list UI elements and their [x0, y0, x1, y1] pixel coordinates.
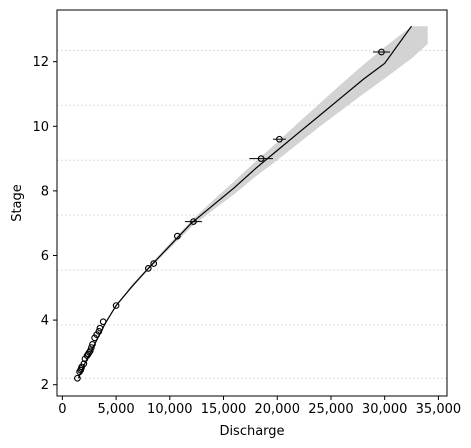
y-tick-label-4: 10 — [32, 120, 49, 135]
observation-point-24 — [276, 135, 283, 143]
y-tick-label-1: 4 — [41, 314, 49, 329]
x-tick-label-3: 15,000 — [201, 402, 247, 417]
observation-point-19 — [144, 265, 152, 272]
observation-points — [74, 48, 385, 382]
x-tick-label-7: 35,000 — [416, 402, 462, 417]
x-tick-label-6: 30,000 — [362, 402, 408, 417]
observation-point-10 — [86, 347, 94, 355]
observation-point-17 — [99, 318, 107, 326]
observation-point-20 — [150, 260, 158, 267]
y-tick-label-3: 8 — [41, 184, 49, 199]
x-tick-label-0: 0 — [58, 402, 66, 417]
plot-frame — [56, 9, 448, 397]
observation-point-0 — [74, 374, 81, 382]
x-tick-label-2: 10,000 — [147, 402, 193, 417]
x-axis-ticks: 0 5,000 10,000 15,000 20,000 25,000 30,000 35,0… — [58, 396, 461, 417]
observation-point-11 — [88, 344, 95, 351]
y-tick-label-2: 6 — [41, 249, 49, 264]
uncertainty-band-group — [78, 26, 428, 379]
observation-point-22 — [190, 218, 197, 225]
observation-point-25 — [378, 48, 385, 56]
observation-point-16 — [96, 324, 104, 332]
observation-point-21 — [173, 232, 181, 240]
break-lines — [57, 49, 447, 379]
observation-point-18 — [112, 302, 120, 309]
observation-point-12 — [89, 340, 96, 348]
x-tick-label-4: 20,000 — [254, 402, 300, 417]
x-tick-label-1: 5,000 — [97, 402, 134, 417]
observation-point-23 — [257, 155, 265, 162]
y-tick-label-0: 2 — [41, 378, 49, 393]
x-tick-label-5: 25,000 — [308, 402, 354, 417]
y-axis-ticks: 2 4 6 8 10 12 — [32, 55, 57, 393]
observation-point-15 — [95, 328, 103, 335]
errorbar-group — [184, 51, 391, 223]
uncertainty-band — [78, 26, 428, 379]
x-axis-label: Discharge — [219, 424, 284, 439]
y-tick-label-5: 12 — [32, 55, 49, 70]
y-axis-label: Stage — [10, 184, 25, 222]
observation-point-5 — [80, 360, 88, 368]
